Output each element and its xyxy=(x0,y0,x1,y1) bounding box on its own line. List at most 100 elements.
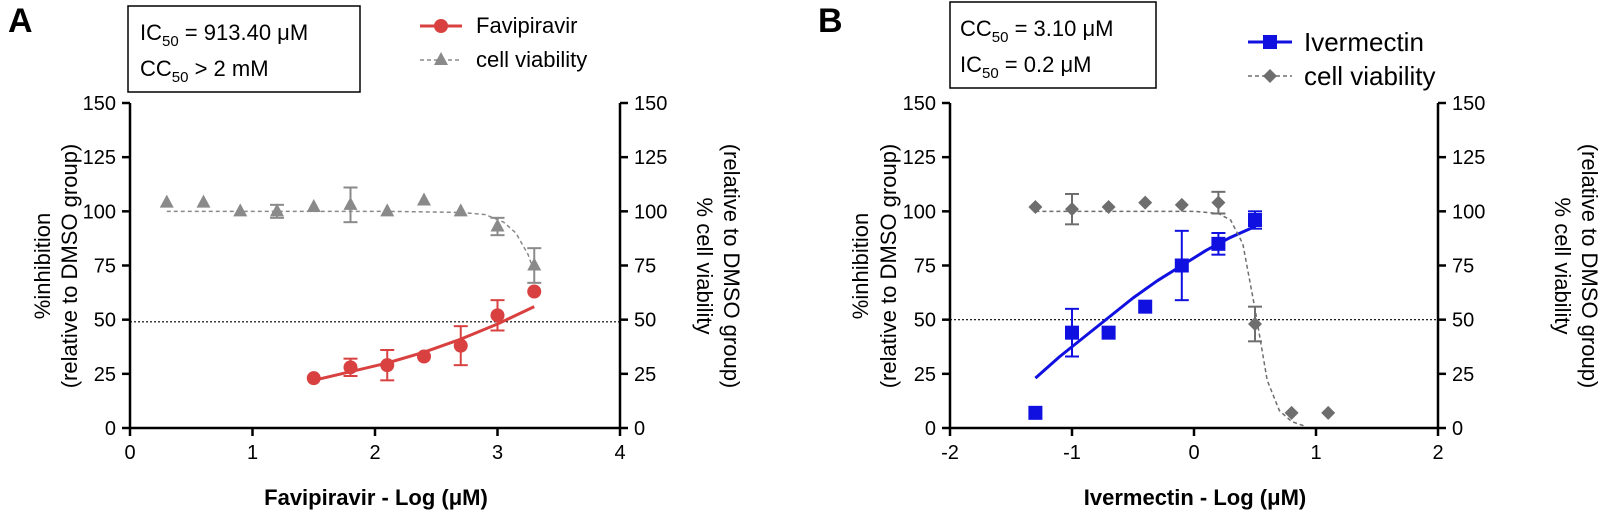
data-point-viability-a xyxy=(159,194,174,208)
data-point-ivermectin-b xyxy=(1101,325,1116,340)
x-tick-label-b: -2 xyxy=(941,442,959,464)
y-tick-label-right-a: 50 xyxy=(634,310,656,332)
y-tick-label-left-b: 100 xyxy=(903,201,936,223)
y-tick-label-left-a: 25 xyxy=(94,364,116,386)
data-point-viability-b xyxy=(1248,317,1262,331)
y-tick-label-left-a: 125 xyxy=(83,147,116,169)
panel-label-b: B xyxy=(818,2,843,40)
data-point-viability-b xyxy=(1028,200,1043,214)
y-tick-label-right-a: 75 xyxy=(634,256,656,278)
data-point-favipiravir-a xyxy=(306,371,321,386)
data-point-viability-b xyxy=(1284,405,1299,420)
data-point-viability-b xyxy=(1138,195,1153,210)
y-tick-label-left-a: 0 xyxy=(105,418,116,440)
data-point-ivermectin-b xyxy=(1174,258,1189,273)
data-point-ivermectin-b xyxy=(1211,236,1226,251)
data-point-ivermectin-b xyxy=(1248,213,1262,227)
x-tick-label-a: 4 xyxy=(614,442,625,464)
data-point-viability-a xyxy=(380,203,395,217)
y-tick-label-left-a: 50 xyxy=(94,310,116,332)
data-point-favipiravir-a xyxy=(417,349,431,364)
y-axis-left-title-a-line1: %inhibition xyxy=(30,213,55,319)
annotation-line-1-a: IC50 = 913.40 μM xyxy=(140,20,308,50)
data-point-viability-a xyxy=(270,203,284,217)
data-point-viability-b xyxy=(1101,200,1116,214)
y-tick-label-left-a: 100 xyxy=(83,201,116,223)
legend-label-viability-a: cell viability xyxy=(476,47,587,72)
x-tick-label-b: 2 xyxy=(1432,442,1443,464)
x-tick-label-b: 1 xyxy=(1310,442,1321,464)
y-tick-label-left-b: 150 xyxy=(903,93,936,115)
y-tick-label-left-a: 75 xyxy=(94,256,116,278)
y-tick-label-left-b: 75 xyxy=(914,256,936,278)
data-point-viability-b xyxy=(1211,195,1226,210)
y-tick-label-right-a: 100 xyxy=(634,201,667,223)
annotation-box-b: CC50 = 3.10 μM IC50 = 0.2 μM xyxy=(949,1,1157,89)
data-point-ivermectin-b xyxy=(1065,325,1079,340)
y-tick-label-left-b: 125 xyxy=(903,147,936,169)
y-tick-label-right-b: 0 xyxy=(1452,418,1463,440)
legend-marker-favipiravir xyxy=(434,19,448,33)
data-point-viability-a xyxy=(490,218,505,232)
x-axis-title-b: Ivermectin - Log (μM) xyxy=(1084,485,1306,510)
panel-label-a: A xyxy=(8,2,33,40)
annotation-line-1-b: CC50 = 3.10 μM xyxy=(960,16,1113,46)
y-axis-right-title-b-line1: % cell viability xyxy=(1550,198,1575,335)
y-tick-label-right-b: 50 xyxy=(1452,310,1474,332)
y-axis-right-title-a-line1: % cell viability xyxy=(692,198,717,335)
annotation-frame-b xyxy=(949,1,1157,89)
y-tick-label-left-b: 0 xyxy=(925,418,936,440)
legend-label-favipiravir: Favipiravir xyxy=(476,13,577,38)
legend-a: Favipiravir cell viability xyxy=(420,13,587,72)
legend-marker-viability-a xyxy=(434,52,448,65)
legend-marker-ivermectin xyxy=(1263,35,1277,49)
data-point-ivermectin-b xyxy=(1138,299,1153,314)
data-point-viability-a xyxy=(343,196,358,210)
y-tick-label-right-b: 25 xyxy=(1452,364,1474,386)
data-point-viability-b xyxy=(1174,197,1189,212)
data-point-favipiravir-a xyxy=(453,338,468,353)
y-tick-label-right-b: 125 xyxy=(1452,147,1485,169)
data-point-viability-a xyxy=(233,203,248,217)
y-axis-left-title-a-line2: (relative to DMSO group) xyxy=(57,144,82,389)
y-tick-label-right-b: 75 xyxy=(1452,256,1474,278)
fit-curve-viability-b xyxy=(1035,210,1305,427)
data-point-ivermectin-b xyxy=(1028,405,1043,420)
data-point-favipiravir-a xyxy=(380,358,395,373)
y-tick-label-left-a: 150 xyxy=(83,93,116,115)
data-point-viability-b xyxy=(1065,202,1079,217)
y-axis-left-title-b-line1: %inhibition xyxy=(848,213,873,319)
x-axis-title-a: Favipiravir - Log (μM) xyxy=(264,485,488,510)
fit-curve-viability-a xyxy=(166,210,535,273)
y-axis-right-title-a-line2: (relative to DMSO group) xyxy=(719,144,744,389)
y-tick-label-left-b: 25 xyxy=(914,364,936,386)
y-axis-right-title-b-line2: (relative to DMSO group) xyxy=(1577,144,1600,389)
y-tick-label-right-b: 100 xyxy=(1452,201,1485,223)
panel-a: A IC50 = 913.40 μM CC50 > 2 mM Favipirav… xyxy=(8,2,744,510)
y-tick-label-right-a: 125 xyxy=(634,147,667,169)
data-point-favipiravir-a xyxy=(490,308,505,323)
data-point-viability-a xyxy=(417,192,431,206)
annotation-frame-a xyxy=(127,5,361,93)
y-tick-label-right-a: 150 xyxy=(634,93,667,115)
panel-b: B CC50 = 3.10 μM IC50 = 0.2 μM Ivermecti… xyxy=(818,1,1600,510)
data-point-viability-a xyxy=(306,199,321,212)
data-point-viability-a xyxy=(527,257,542,271)
data-point-viability-a xyxy=(196,194,211,208)
annotation-box-a: IC50 = 913.40 μM CC50 > 2 mM xyxy=(127,5,361,93)
y-axis-left-title-b-line2: (relative to DMSO group) xyxy=(876,144,901,389)
legend-marker-viability-b xyxy=(1263,69,1277,83)
x-tick-label-b: -1 xyxy=(1063,442,1081,464)
x-tick-label-a: 1 xyxy=(247,442,258,464)
annotation-line-2-b: IC50 = 0.2 μM xyxy=(960,52,1091,82)
x-tick-label-a: 0 xyxy=(124,442,135,464)
x-tick-label-a: 2 xyxy=(369,442,380,464)
data-point-viability-b xyxy=(1321,405,1336,420)
legend-label-ivermectin: Ivermectin xyxy=(1304,27,1424,57)
y-tick-label-right-a: 25 xyxy=(634,364,656,386)
y-tick-label-left-b: 50 xyxy=(914,310,936,332)
legend-label-viability-b: cell viability xyxy=(1304,61,1436,91)
y-tick-label-right-b: 150 xyxy=(1452,93,1485,115)
y-tick-label-right-a: 0 xyxy=(634,418,645,440)
